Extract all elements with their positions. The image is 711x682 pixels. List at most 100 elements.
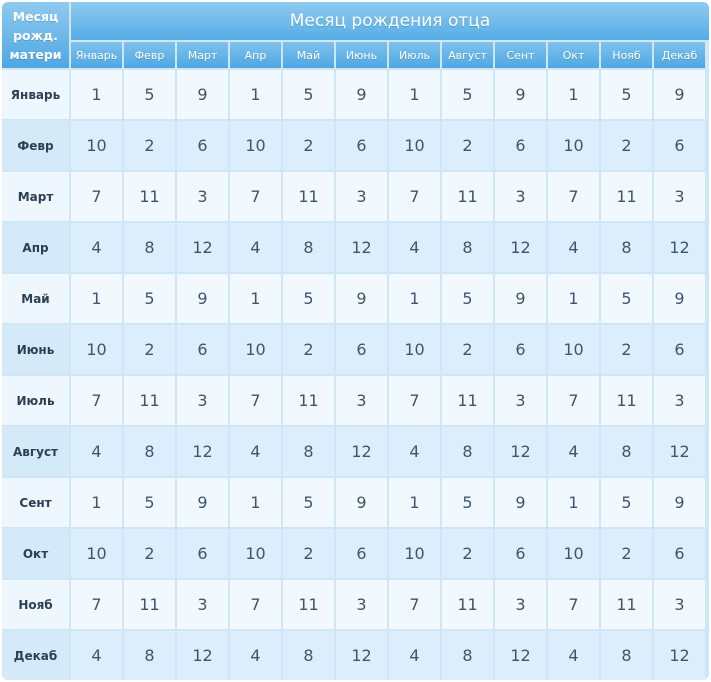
table-cell: 9 [336, 274, 387, 323]
row-header: Февр [2, 121, 69, 170]
row-header: Май [2, 274, 69, 323]
table-cell: 4 [389, 223, 440, 272]
table-cell: 8 [601, 631, 652, 680]
table-cell: 3 [336, 172, 387, 221]
table-cell: 6 [177, 121, 228, 170]
table-cell: 3 [495, 580, 546, 629]
table-cell: 7 [389, 580, 440, 629]
table-cell: 8 [124, 631, 175, 680]
table-cell: 7 [71, 580, 122, 629]
table-cell: 5 [442, 274, 493, 323]
table-cell: 5 [442, 478, 493, 527]
table-cell: 11 [601, 172, 652, 221]
table-cell: 11 [442, 376, 493, 425]
table-cell: 6 [495, 121, 546, 170]
table-cell: 3 [654, 172, 705, 221]
table-cell: 8 [442, 427, 493, 476]
table-cell: 11 [442, 172, 493, 221]
table-cell: 10 [389, 529, 440, 578]
table-cell: 3 [177, 376, 228, 425]
table-cell: 7 [548, 172, 599, 221]
table-cell: 9 [654, 70, 705, 119]
table-cell: 4 [548, 631, 599, 680]
table-cell: 9 [177, 478, 228, 527]
row-header: Март [2, 172, 69, 221]
table-cell: 6 [336, 325, 387, 374]
table-cell: 1 [389, 478, 440, 527]
column-header: Август [442, 42, 493, 68]
table-cell: 12 [177, 427, 228, 476]
table-cell: 1 [230, 274, 281, 323]
table-cell: 9 [336, 70, 387, 119]
table-cell: 5 [601, 70, 652, 119]
column-header: Январь [71, 42, 122, 68]
table-cell: 10 [71, 121, 122, 170]
row-header: Апр [2, 223, 69, 272]
table-cell: 9 [495, 274, 546, 323]
column-header: Май [283, 42, 334, 68]
column-header: Февр [124, 42, 175, 68]
table-cell: 4 [71, 631, 122, 680]
table-cell: 1 [389, 274, 440, 323]
table-cell: 9 [495, 70, 546, 119]
table-cell: 2 [283, 529, 334, 578]
row-header: Сент [2, 478, 69, 527]
table-cell: 6 [654, 121, 705, 170]
table-cell: 1 [548, 274, 599, 323]
table-cell: 1 [71, 70, 122, 119]
table-cell: 12 [177, 223, 228, 272]
table-cell: 8 [283, 631, 334, 680]
table-cell: 4 [548, 427, 599, 476]
table-cell: 10 [548, 121, 599, 170]
table-cell: 7 [71, 376, 122, 425]
table-cell: 12 [336, 427, 387, 476]
table-cell: 7 [71, 172, 122, 221]
table-cell: 3 [336, 580, 387, 629]
table-cell: 5 [283, 478, 334, 527]
table-cell: 6 [654, 325, 705, 374]
column-header: Сент [495, 42, 546, 68]
table-cell: 10 [389, 325, 440, 374]
table-cell: 1 [548, 478, 599, 527]
table-cell: 1 [71, 274, 122, 323]
column-header: Март [177, 42, 228, 68]
table-cell: 8 [124, 223, 175, 272]
table-cell: 12 [495, 631, 546, 680]
row-header: Август [2, 427, 69, 476]
table-cell: 10 [71, 325, 122, 374]
table-cell: 5 [283, 70, 334, 119]
row-header: Июль [2, 376, 69, 425]
table-cell: 2 [601, 529, 652, 578]
table-cell: 5 [601, 478, 652, 527]
table-cell: 11 [124, 376, 175, 425]
table-cell: 8 [601, 223, 652, 272]
table-cell: 11 [601, 376, 652, 425]
table-cell: 8 [442, 631, 493, 680]
table-cell: 12 [495, 223, 546, 272]
table-cell: 3 [177, 172, 228, 221]
table-cell: 10 [548, 325, 599, 374]
table-cell: 6 [336, 529, 387, 578]
table-cell: 5 [601, 274, 652, 323]
table-cell: 9 [495, 478, 546, 527]
table-cell: 5 [124, 478, 175, 527]
table-cell: 9 [177, 274, 228, 323]
table-cell: 7 [389, 172, 440, 221]
table-cell: 2 [283, 121, 334, 170]
table-cell: 11 [601, 580, 652, 629]
table-cell: 9 [336, 478, 387, 527]
table-cell: 12 [336, 631, 387, 680]
table-cell: 2 [124, 325, 175, 374]
table-cell: 4 [71, 427, 122, 476]
table-cell: 7 [548, 580, 599, 629]
table-cell: 7 [548, 376, 599, 425]
column-header: Июнь [336, 42, 387, 68]
table-cell: 3 [177, 580, 228, 629]
table-cell: 8 [283, 427, 334, 476]
table-cell: 4 [548, 223, 599, 272]
column-header: Июль [389, 42, 440, 68]
table-cell: 11 [283, 580, 334, 629]
row-header: Январь [2, 70, 69, 119]
table-cell: 11 [283, 376, 334, 425]
column-header: Нояб [601, 42, 652, 68]
